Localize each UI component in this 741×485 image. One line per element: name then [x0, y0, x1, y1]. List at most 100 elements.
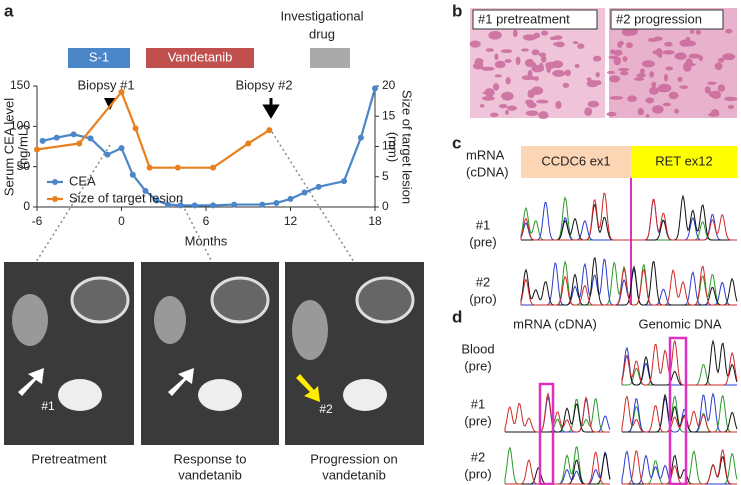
- cell: [665, 66, 674, 71]
- data-point: [315, 183, 322, 190]
- image-label: #2: [319, 402, 333, 416]
- cell: [682, 40, 696, 47]
- image-label: #2 progression: [616, 11, 702, 26]
- cell: [479, 104, 485, 108]
- cell: [626, 42, 633, 49]
- label-box: [472, 9, 598, 30]
- data-point: [164, 201, 171, 208]
- y-tick-label: 150: [10, 78, 30, 92]
- cell: [668, 91, 679, 100]
- cell: [515, 56, 521, 66]
- cell: [595, 72, 600, 78]
- cell: [469, 40, 481, 48]
- chromatogram-trace: [520, 195, 737, 241]
- cell: [655, 47, 663, 57]
- y2-axis-label: Size of target lesion: [400, 90, 415, 204]
- cell: [490, 112, 499, 117]
- panel-letter: b: [452, 1, 462, 20]
- chromatogram-trace: [622, 449, 737, 485]
- cell: [704, 86, 711, 94]
- cell: [551, 60, 564, 69]
- exon-label: RET ex12: [655, 153, 713, 168]
- cell: [481, 66, 495, 71]
- cell: [494, 60, 506, 69]
- image-caption: Progression on: [310, 451, 397, 466]
- cell: [639, 68, 645, 75]
- chromatogram-trace: [504, 392, 610, 433]
- data-point: [118, 89, 125, 96]
- chromatogram-trace: [521, 194, 737, 241]
- cell: [717, 58, 725, 63]
- cell: [613, 49, 623, 56]
- cell: [717, 84, 726, 92]
- highlight-box: [668, 336, 688, 485]
- cell: [658, 88, 671, 93]
- data-point: [104, 151, 111, 158]
- y2-axis-label: (mm): [386, 132, 401, 162]
- data-point: [142, 187, 149, 194]
- data-point: [146, 164, 153, 171]
- legend-swatch: [52, 196, 58, 202]
- cell: [641, 60, 655, 68]
- data-point: [191, 202, 198, 209]
- data-point: [273, 199, 280, 206]
- cell: [606, 111, 617, 117]
- data-point: [259, 201, 266, 208]
- row-label: (pro): [464, 466, 491, 481]
- cell: [609, 75, 621, 83]
- cell: [538, 52, 547, 57]
- cell: [564, 69, 572, 77]
- data-point: [53, 134, 60, 141]
- cell: [627, 95, 637, 102]
- cell: [474, 57, 484, 67]
- treatment-bar: [310, 48, 350, 68]
- cell: [645, 97, 655, 104]
- cell: [552, 42, 564, 47]
- data-point: [177, 202, 184, 209]
- cell: [637, 107, 645, 116]
- panel-letter: c: [452, 133, 461, 152]
- cell: [608, 55, 619, 60]
- row-label: #2: [471, 449, 485, 464]
- cell: [505, 77, 511, 85]
- data-point: [287, 195, 294, 202]
- data-point: [245, 140, 252, 147]
- exon-box: [521, 146, 631, 178]
- cell: [618, 67, 630, 72]
- chromatogram-trace: [622, 454, 737, 485]
- image-label: #1: [41, 399, 55, 413]
- cell: [727, 104, 735, 109]
- connector: [35, 131, 355, 263]
- data-point: [153, 197, 160, 204]
- row-label: (pro): [469, 291, 496, 306]
- cell: [651, 81, 657, 88]
- series-line: [42, 88, 377, 207]
- cell: [504, 109, 509, 115]
- cell: [662, 50, 675, 55]
- cell: [709, 91, 721, 98]
- cell: [725, 28, 733, 34]
- cell: [724, 96, 738, 102]
- cell: [645, 114, 650, 118]
- cell: [636, 73, 646, 78]
- data-point: [210, 202, 217, 209]
- image-caption: vandetanib: [178, 467, 242, 482]
- cell: [584, 107, 593, 116]
- data-point: [301, 189, 308, 196]
- cell: [577, 43, 585, 49]
- cell: [531, 86, 544, 95]
- cell: [663, 73, 669, 82]
- cell: [690, 29, 695, 34]
- series-line: [36, 89, 270, 169]
- treatment-bar: [146, 48, 254, 68]
- cell: [484, 88, 495, 97]
- data-point: [87, 135, 94, 142]
- ct-image: [141, 262, 279, 445]
- column-label: Genomic DNA: [638, 316, 721, 331]
- cell: [707, 81, 717, 85]
- data-point: [266, 127, 273, 134]
- cell: [674, 52, 687, 60]
- data-point: [231, 201, 238, 208]
- cell: [494, 74, 502, 78]
- image-label: #1 pretreatment: [478, 11, 570, 26]
